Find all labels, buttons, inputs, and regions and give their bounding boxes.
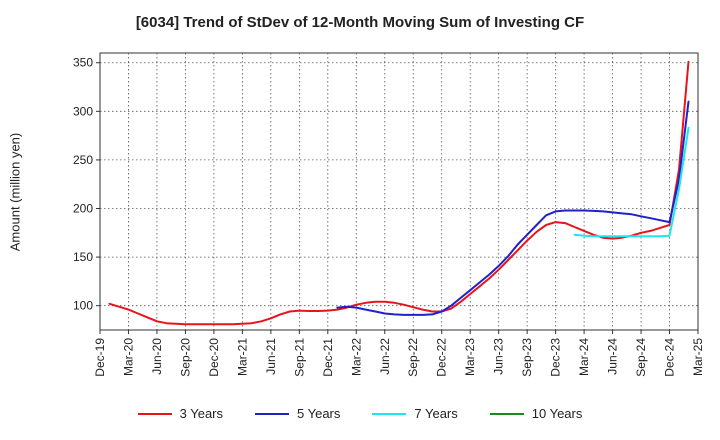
series-line-3-years — [108, 60, 690, 326]
x-tick-label: Dec-20 — [207, 338, 221, 377]
legend-label: 10 Years — [531, 406, 583, 421]
legend: 3 Years 5 Years 7 Years 10 Years — [0, 406, 720, 421]
legend-item: 7 Years — [372, 406, 458, 421]
y-tick-label: 300 — [73, 104, 93, 118]
x-tick-label: Sep-24 — [634, 338, 648, 377]
legend-swatch — [489, 412, 524, 415]
x-tick-label: Mar-25 — [691, 338, 705, 376]
x-tick-label: Dec-19 — [93, 338, 107, 377]
series-lines — [108, 60, 690, 326]
series-line-7-years — [573, 126, 690, 238]
axis-ticks: Dec-19 Mar-20 Jun-20 Sep-20 Dec-20 Mar-21 Jun-… — [73, 56, 705, 377]
x-tick-label: Mar-21 — [235, 338, 249, 376]
x-tick-label: Jun-24 — [606, 338, 620, 375]
x-tick-label: Mar-20 — [121, 338, 135, 376]
x-tick-label: Dec-24 — [663, 338, 677, 377]
legend-item: 3 Years — [137, 406, 223, 421]
legend-item: 5 Years — [255, 406, 340, 421]
x-tick-label: Jun-20 — [150, 338, 164, 375]
y-tick-label: 100 — [73, 299, 93, 313]
legend-swatch — [137, 412, 172, 415]
legend-label: 3 Years — [179, 406, 223, 421]
x-tick-label: Dec-21 — [321, 338, 335, 377]
x-tick-label: Sep-22 — [406, 338, 420, 377]
x-tick-label: Dec-22 — [435, 338, 449, 377]
legend-item: 10 Years — [489, 406, 583, 421]
x-tick-label: Mar-22 — [349, 338, 363, 376]
x-tick-label: Mar-23 — [463, 338, 477, 376]
x-tick-label: Mar-24 — [577, 338, 591, 376]
x-tick-label: Sep-20 — [178, 338, 192, 377]
chart-title: [6034] Trend of StDev of 12-Month Moving… — [135, 14, 585, 31]
legend-swatch — [372, 412, 407, 415]
x-tick-label: Dec-23 — [549, 338, 563, 377]
y-tick-label: 150 — [73, 250, 93, 264]
plot-frame — [99, 52, 699, 331]
y-tick-label: 350 — [73, 56, 93, 70]
y-tick-label: 200 — [73, 202, 93, 216]
legend-swatch — [255, 412, 289, 415]
series-line-5-years — [336, 100, 690, 316]
x-tick-label: Sep-21 — [292, 338, 306, 377]
y-tick-label: 250 — [73, 153, 93, 167]
grid-lines — [100, 53, 698, 330]
legend-label: 7 Years — [414, 406, 458, 421]
x-tick-label: Jun-23 — [492, 338, 506, 375]
x-tick-label: Sep-23 — [520, 338, 534, 377]
legend-label: 5 Years — [297, 406, 341, 421]
x-tick-label: Jun-21 — [264, 338, 278, 375]
x-tick-label: Jun-22 — [378, 338, 392, 375]
